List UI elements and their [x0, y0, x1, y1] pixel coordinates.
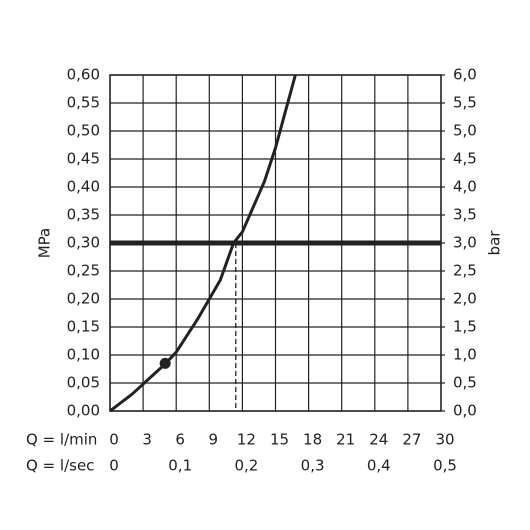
y-tick-label: 0,30 — [67, 234, 100, 252]
x-tick-label: 30 — [435, 431, 454, 449]
y2-tick-label: 0,5 — [453, 374, 477, 392]
x-tick-label: 21 — [336, 431, 355, 449]
x-tick-label: 12 — [237, 431, 256, 449]
y-tick-label: 0,45 — [67, 150, 100, 168]
y2-tick-label: 3,0 — [453, 234, 477, 252]
y-tick-label: 0,15 — [67, 318, 100, 336]
y2-tick-label: 1,0 — [453, 346, 477, 364]
y-tick-label: 0,00 — [67, 402, 100, 420]
y2-tick-label: 1,5 — [453, 318, 477, 336]
y2-tick-label: 0,0 — [453, 402, 477, 420]
y2-tick-label: 5,5 — [453, 94, 477, 112]
x-axis-label: Q = l/min — [26, 431, 97, 449]
y2-tick-label: 4,5 — [453, 150, 477, 168]
y2-tick-label: 5,0 — [453, 122, 477, 140]
x2-tick-label: 0,1 — [168, 457, 192, 475]
x-tick-label: 3 — [142, 431, 152, 449]
x-tick-label: 27 — [402, 431, 421, 449]
x-tick-label: 15 — [270, 431, 289, 449]
x2-tick-label: 0,2 — [234, 457, 258, 475]
y-tick-label: 0,60 — [67, 66, 100, 84]
x2-axis-label: Q = l/sec — [26, 457, 94, 475]
y-tick-label: 0,10 — [67, 346, 100, 364]
y2-tick-label: 2,5 — [453, 262, 477, 280]
x-tick-label: 6 — [175, 431, 185, 449]
y-tick-label: 0,35 — [67, 206, 100, 224]
x-tick-label: 24 — [369, 431, 388, 449]
x-tick-label: 18 — [303, 431, 322, 449]
x-tick-label: 0 — [109, 431, 119, 449]
x2-tick-label: 0,4 — [367, 457, 391, 475]
y-tick-label: 0,25 — [67, 262, 100, 280]
y2-tick-label: 6,0 — [453, 66, 477, 84]
x-tick-label: 9 — [209, 431, 219, 449]
y-tick-label: 0,05 — [67, 374, 100, 392]
curve — [109, 74, 297, 413]
y2-tick-label: 4,0 — [453, 178, 477, 196]
y-axis-label: MPa — [36, 228, 54, 259]
x2-tick-label: 0 — [109, 457, 119, 475]
y-tick-label: 0,55 — [67, 94, 100, 112]
x2-tick-label: 0,5 — [433, 457, 457, 475]
point-marker — [159, 357, 171, 369]
y2-tick-label: 3,5 — [453, 206, 477, 224]
y-tick-label: 0,40 — [67, 178, 100, 196]
y-tick-label: 0,50 — [67, 122, 100, 140]
y-tick-label: 0,20 — [67, 290, 100, 308]
x2-tick-label: 0,3 — [301, 457, 325, 475]
y2-axis-label: bar — [486, 230, 504, 256]
y2-tick-label: 2,0 — [453, 290, 477, 308]
